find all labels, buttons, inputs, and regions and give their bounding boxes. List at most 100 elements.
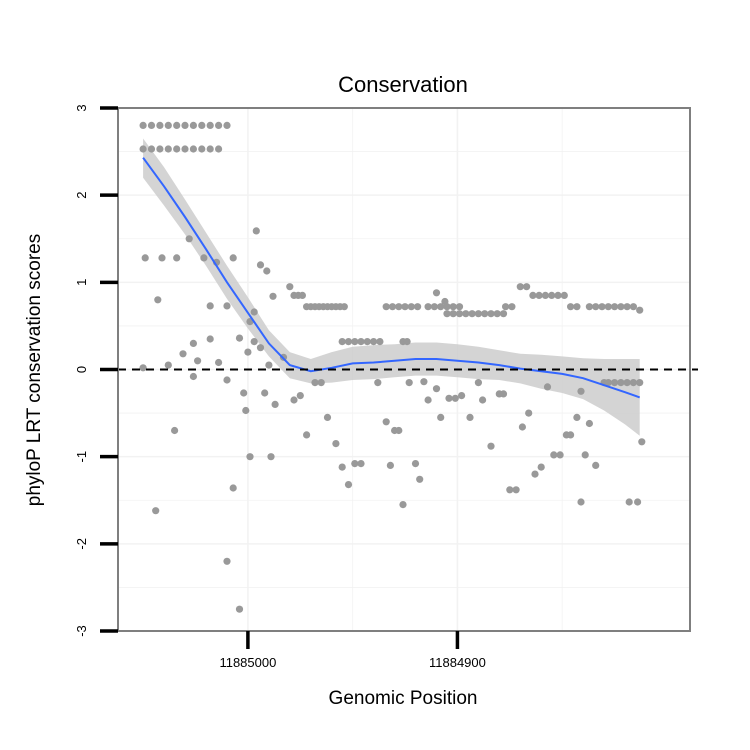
data-point xyxy=(152,507,160,515)
data-point xyxy=(265,361,273,369)
data-point xyxy=(523,283,531,291)
data-point xyxy=(581,451,589,459)
data-point xyxy=(156,145,164,153)
data-point xyxy=(487,442,495,450)
data-point xyxy=(550,451,558,459)
data-point xyxy=(573,413,581,421)
data-point xyxy=(451,394,459,402)
data-point xyxy=(229,484,237,492)
data-point xyxy=(531,470,539,478)
data-point xyxy=(424,303,432,311)
data-point xyxy=(543,383,552,391)
data-point xyxy=(577,498,585,506)
data-point xyxy=(449,303,457,311)
data-point xyxy=(407,303,415,311)
data-point xyxy=(585,419,594,428)
data-point xyxy=(443,310,451,318)
data-point xyxy=(206,145,214,153)
data-point xyxy=(629,303,638,311)
data-point xyxy=(487,310,495,318)
data-point xyxy=(206,335,214,343)
data-point xyxy=(598,303,606,311)
x-tick-label: 11885000 xyxy=(219,655,276,670)
data-point xyxy=(338,463,346,471)
data-point xyxy=(437,303,445,311)
data-point xyxy=(573,303,581,311)
data-point xyxy=(604,379,612,387)
data-point xyxy=(506,486,514,494)
data-point xyxy=(223,557,231,565)
data-point xyxy=(215,121,223,129)
data-point xyxy=(445,394,453,402)
data-point xyxy=(269,292,277,300)
data-point xyxy=(585,303,594,311)
data-point xyxy=(250,308,258,316)
data-point xyxy=(592,303,600,311)
data-point xyxy=(634,498,642,506)
data-point xyxy=(198,121,206,129)
data-points xyxy=(139,121,646,613)
data-point xyxy=(577,387,585,395)
data-point xyxy=(403,338,411,346)
data-point xyxy=(141,254,149,262)
data-point xyxy=(158,254,166,262)
data-point xyxy=(154,296,162,304)
data-point xyxy=(567,303,575,311)
data-point xyxy=(636,379,644,387)
y-tick-label: 3 xyxy=(74,104,89,111)
y-tick-label: 1 xyxy=(74,279,89,286)
data-point xyxy=(548,291,556,299)
data-point xyxy=(206,302,214,310)
data-point xyxy=(529,291,537,299)
data-point xyxy=(370,338,378,346)
data-point xyxy=(271,400,279,408)
data-point xyxy=(246,453,254,461)
data-point xyxy=(468,310,476,318)
data-point xyxy=(395,426,403,435)
data-point xyxy=(432,289,441,297)
data-point xyxy=(194,357,202,365)
data-point xyxy=(179,350,187,358)
data-point xyxy=(256,344,265,352)
data-point xyxy=(156,121,164,129)
data-point xyxy=(537,463,545,471)
data-point xyxy=(298,291,306,299)
data-point xyxy=(263,267,271,275)
data-point xyxy=(229,254,237,262)
data-point xyxy=(411,460,420,468)
data-point xyxy=(311,379,319,387)
data-point xyxy=(437,413,445,421)
data-point xyxy=(344,481,353,489)
data-point xyxy=(286,283,294,291)
y-tick-label: 2 xyxy=(74,192,89,199)
data-point xyxy=(173,121,181,129)
data-point xyxy=(198,145,206,153)
data-point xyxy=(401,303,409,311)
y-axis-title: phyloP LRT conservation scores xyxy=(24,234,45,507)
data-point xyxy=(554,291,562,299)
data-point xyxy=(560,291,568,299)
data-point xyxy=(518,423,527,431)
data-point xyxy=(344,338,353,346)
data-point xyxy=(414,303,422,311)
data-point xyxy=(357,338,365,346)
data-point xyxy=(493,310,501,318)
data-point xyxy=(357,460,365,468)
data-point xyxy=(374,379,382,387)
data-point xyxy=(629,379,638,387)
data-point xyxy=(147,121,156,129)
data-point xyxy=(502,303,510,311)
x-axis-title: Genomic Position xyxy=(329,688,478,709)
data-point xyxy=(499,310,508,318)
data-point xyxy=(395,303,403,311)
data-point xyxy=(351,460,359,468)
x-tick-label: 11884900 xyxy=(429,655,486,670)
data-point xyxy=(200,254,208,262)
data-point xyxy=(223,376,231,384)
data-point xyxy=(458,392,466,400)
data-point xyxy=(638,438,646,446)
data-point xyxy=(516,283,524,291)
data-point xyxy=(525,409,533,417)
data-point xyxy=(420,378,428,386)
